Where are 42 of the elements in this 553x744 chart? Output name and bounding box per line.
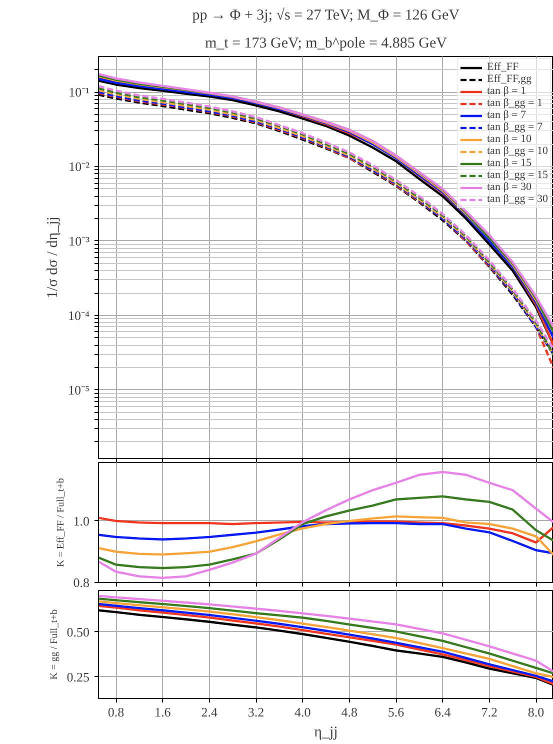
- legend-label: Eff_FF,gg: [487, 73, 532, 85]
- line-series: [98, 516, 553, 544]
- y-axis-title: K = Eff_FF / Full_t+b: [55, 478, 66, 567]
- chart-title: pp → Φ + 3j; √s = 27 TeV; M_Φ = 126 GeV: [192, 8, 460, 24]
- y-tick-label: 1.0: [73, 513, 90, 528]
- legend-label: tan β = 10: [487, 133, 532, 145]
- legend-label: tan β_gg = 15: [487, 169, 548, 181]
- x-tick-label: 8.0: [528, 704, 544, 720]
- legend-label: tan β_gg = 1: [487, 97, 542, 109]
- x-tick-label: 4.8: [341, 704, 358, 720]
- y-axis-title: K = gg / Full_t+b: [48, 609, 60, 680]
- y-tick-label: 0.25: [66, 669, 90, 684]
- y-tick-label: 0.50: [66, 624, 90, 640]
- legend-label: tan β_gg = 30: [487, 193, 548, 205]
- line-series: [98, 470, 553, 580]
- line-series: [98, 515, 553, 556]
- x-tick-label: 3.2: [248, 704, 264, 720]
- y-tick-label: 10⁻²: [68, 159, 90, 174]
- x-tick-label: 4.0: [294, 704, 311, 720]
- y-axis-title: 1/σ dσ / dη_jj: [44, 216, 61, 298]
- legend-label: tan β = 15: [487, 157, 532, 169]
- x-tick-label: 5.6: [388, 704, 405, 720]
- legend-label: tan β_gg = 10: [487, 145, 548, 157]
- legend-label: Eff_FF: [487, 61, 519, 73]
- y-tick-label: 10⁻⁵: [68, 382, 90, 398]
- y-tick-label: 10⁻¹: [68, 84, 90, 100]
- x-tick-label: 6.4: [434, 704, 452, 720]
- line-series: [98, 495, 553, 570]
- x-tick-label: 2.4: [201, 704, 218, 720]
- y-tick-label: 10⁻³: [68, 233, 90, 248]
- legend-label: tan β = 1: [487, 85, 526, 97]
- legend-label: tan β = 7: [487, 109, 526, 121]
- legend-label: tan β = 30: [487, 181, 532, 193]
- chart-subtitle: m_t = 173 GeV; m_b^pole = 4.885 GeV: [205, 36, 448, 52]
- legend-label: tan β_gg = 7: [487, 121, 542, 133]
- y-tick-label: 10⁻⁴: [68, 308, 90, 323]
- y-tick-label: 0.8: [73, 575, 90, 590]
- line-series: [98, 522, 553, 554]
- x-tick-label: 7.2: [481, 704, 498, 720]
- x-tick-label: 0.8: [108, 704, 124, 720]
- x-tick-label: 1.6: [154, 704, 172, 720]
- x-axis-title: η_jj: [314, 724, 338, 740]
